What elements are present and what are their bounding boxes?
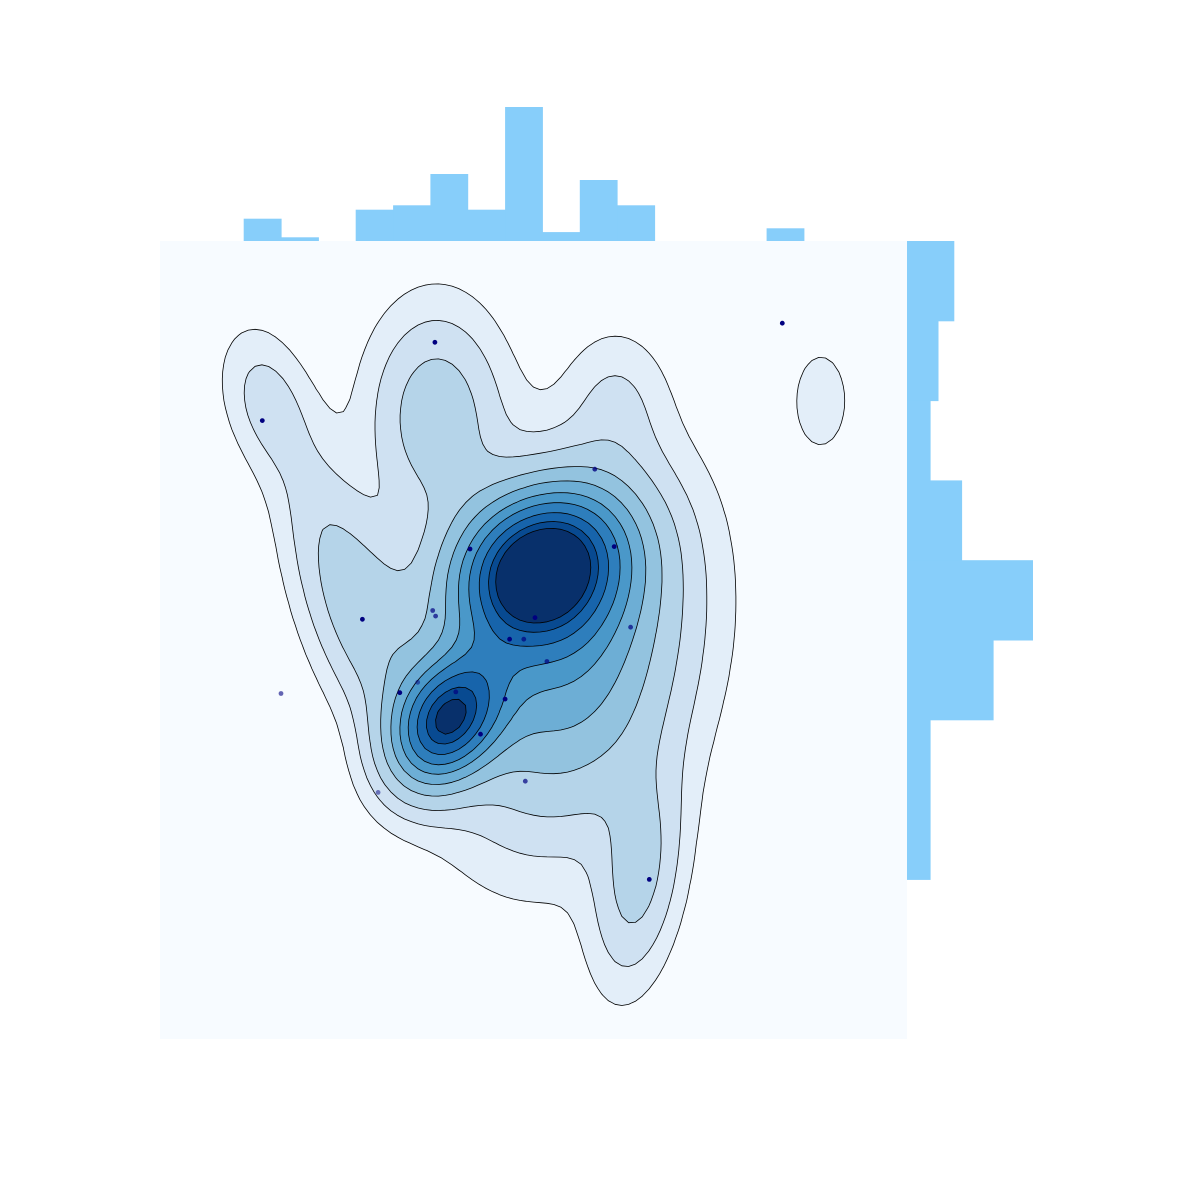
- top-histogram-bar-9: [579, 180, 618, 241]
- scatter-point-15: [278, 691, 284, 696]
- scatter-point-20: [478, 731, 483, 737]
- right-histogram-bar-4: [907, 480, 963, 561]
- scatter-point-5: [467, 546, 473, 552]
- scatter-point-3: [779, 320, 785, 326]
- right-histogram-bar-5: [907, 560, 1033, 641]
- scatter-point-9: [433, 613, 438, 619]
- scatter-point-22: [375, 790, 381, 795]
- top-marginal-histogram: [243, 107, 805, 241]
- scatter-point-6: [611, 544, 617, 549]
- scatter-point-13: [521, 636, 527, 642]
- scatter-point-10: [532, 615, 538, 621]
- top-histogram-bar-2: [281, 237, 319, 241]
- scatter-point-7: [360, 616, 365, 622]
- scatter-point-4: [592, 466, 598, 472]
- right-histogram-bar-6: [907, 640, 994, 721]
- right-marginal-histogram: [907, 241, 1033, 880]
- scatter-point-21: [522, 778, 528, 784]
- scatter-point-2: [432, 339, 438, 345]
- right-histogram-bar-3: [907, 400, 931, 481]
- top-histogram-bar-1: [243, 218, 282, 241]
- top-histogram-bar-8: [542, 232, 581, 241]
- scatter-point-14: [544, 659, 550, 664]
- top-histogram-bar-6: [467, 209, 506, 241]
- top-histogram-bar-5: [430, 174, 469, 241]
- scatter-point-11: [628, 624, 633, 630]
- top-histogram-bar-4: [393, 205, 431, 241]
- scatter-point-17: [453, 689, 459, 695]
- top-histogram-bar-11: [766, 228, 805, 241]
- scatter-point-18: [415, 679, 421, 685]
- scatter-point-19: [502, 696, 508, 702]
- top-histogram-bar-7: [505, 107, 543, 241]
- right-histogram-bar-1: [907, 241, 955, 322]
- top-histogram-bar-3: [355, 209, 394, 241]
- scatter-point-23: [646, 877, 652, 882]
- right-histogram-bar-7: [907, 719, 931, 880]
- contour-level-10: [435, 528, 592, 735]
- top-histogram-bar-10: [617, 205, 656, 241]
- density-contours: [221, 283, 846, 1006]
- scatter-point-1: [259, 418, 265, 423]
- scatter-point-8: [430, 608, 436, 613]
- scatter-point-12: [507, 636, 512, 642]
- right-histogram-bar-2: [907, 320, 939, 402]
- scatter-point-16: [397, 690, 403, 696]
- scatter-points: [259, 320, 785, 882]
